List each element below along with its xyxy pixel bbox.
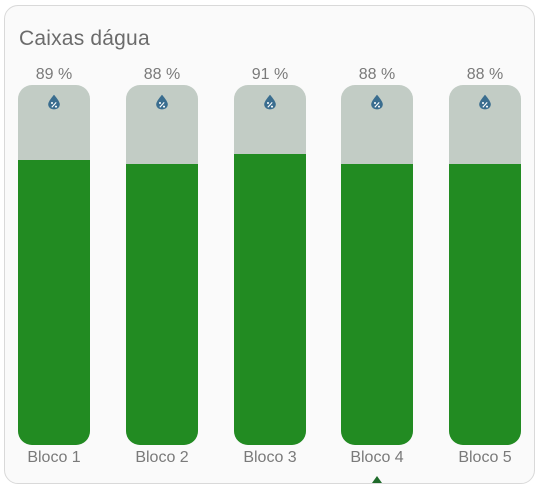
water-percent-icon	[263, 94, 277, 110]
tank-percent-text: 88 %	[143, 66, 181, 83]
tank-percent-text: 91 %	[251, 66, 289, 83]
tank-label: Bloco 3	[243, 449, 297, 466]
tank-level-bar[interactable]	[18, 85, 90, 445]
tank-percent-text: 88 %	[466, 66, 504, 83]
tank-level-fill	[341, 164, 413, 445]
tank-level-bar[interactable]	[449, 85, 521, 445]
tank-bloco-5[interactable]: 88 % Bloco 5	[449, 0, 521, 491]
tank-level-fill	[449, 164, 521, 445]
water-percent-icon	[47, 94, 61, 110]
tank-level-bar[interactable]	[126, 85, 198, 445]
tank-level-fill	[126, 164, 198, 445]
tank-level-fill	[234, 154, 306, 445]
water-percent-icon	[155, 94, 169, 110]
tank-bloco-2[interactable]: 88 % Bloco 2	[126, 0, 198, 491]
tank-label: Bloco 2	[135, 449, 189, 466]
tank-bloco-4[interactable]: 88 % Bloco 4	[341, 0, 413, 491]
tank-level-bar[interactable]	[341, 85, 413, 445]
tank-label: Bloco 1	[27, 449, 81, 466]
tank-level-bar[interactable]	[234, 85, 306, 445]
tank-bloco-3[interactable]: 91 % Bloco 3	[234, 0, 306, 491]
water-percent-icon	[370, 94, 384, 110]
tank-percent-text: 89 %	[35, 66, 73, 83]
card-title: Caixas dágua	[19, 27, 150, 50]
tank-percent-text: 88 %	[358, 66, 396, 83]
tank-label: Bloco 5	[458, 449, 512, 466]
selected-marker-icon	[372, 476, 382, 483]
tank-level-fill	[18, 160, 90, 445]
tank-bloco-1[interactable]: 89 % Bloco 1	[18, 0, 90, 491]
water-percent-icon	[478, 94, 492, 110]
tank-label: Bloco 4	[350, 449, 404, 466]
